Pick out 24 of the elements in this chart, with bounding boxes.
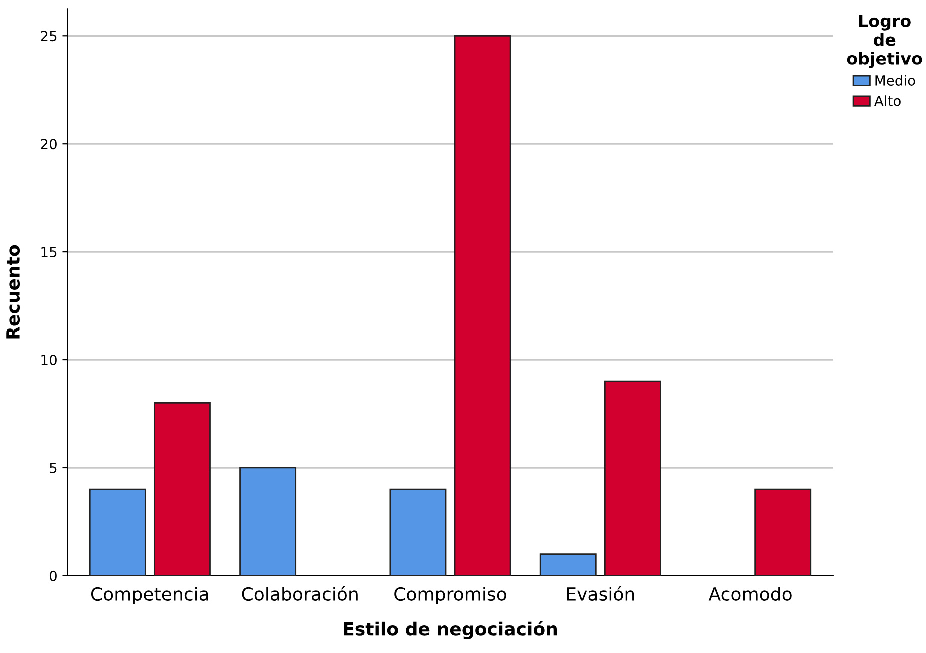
bar — [240, 467, 297, 576]
legend-label: Alto — [874, 96, 901, 106]
x-tick-label: Competencia — [91, 587, 208, 605]
y-tick-label: 10 — [42, 354, 57, 366]
y-tick-label: 25 — [41, 31, 57, 42]
bar — [754, 488, 812, 576]
legend-label: Medio — [876, 75, 916, 86]
bar — [154, 402, 211, 576]
legend-title: Logro de objetivo — [847, 15, 922, 68]
y-tick-label: 5 — [50, 463, 57, 474]
x-tick-label: Compromiso — [394, 587, 506, 605]
y-tick-label: 15 — [42, 247, 57, 258]
bar — [89, 488, 146, 576]
x-tick-label: Evasión — [567, 586, 634, 602]
y-tick-label: 0 — [50, 570, 57, 582]
bar — [604, 380, 662, 576]
bar — [454, 35, 512, 576]
bar — [540, 554, 597, 576]
x-tick-label: Colaboración — [242, 586, 358, 602]
x-tick-label: Acomodo — [708, 587, 792, 602]
y-axis-title: Recuento — [6, 245, 20, 339]
bar — [390, 488, 447, 576]
y-tick-label: 20 — [41, 139, 57, 150]
x-axis-title: Estilo de negociación — [344, 621, 558, 640]
